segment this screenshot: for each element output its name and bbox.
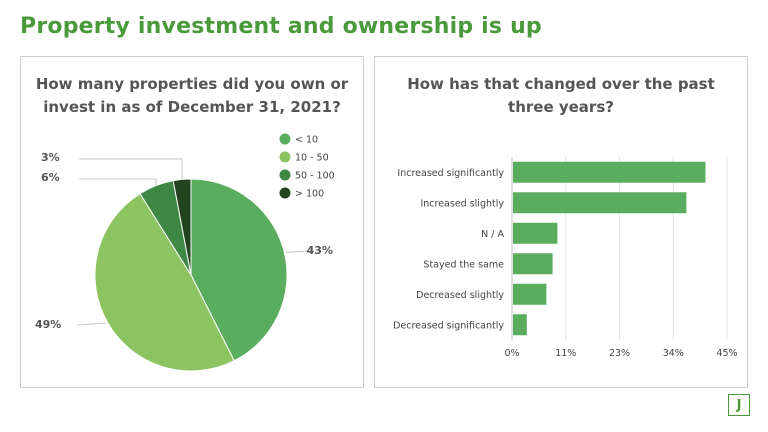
bar-chart-title: How has that changed over the past three…: [407, 75, 715, 116]
pie-data-label: 3%: [41, 151, 60, 164]
pie-slice: [190, 178, 288, 362]
legend-label: > 100: [295, 189, 324, 200]
pie-chart-panel: How many properties did you own or inves…: [20, 56, 364, 388]
y-category-label: Decreased slightly: [416, 290, 504, 301]
legend-label: 50 - 100: [295, 171, 335, 182]
x-tick-label: 11%: [555, 348, 576, 359]
pie-chart: 43% 49% 6% 3% < 10 10 - 50 50 - 100 > 100: [35, 133, 335, 372]
legend-label: 10 - 50: [295, 153, 329, 164]
pie-leader-line: [286, 250, 312, 253]
pie-slice: [94, 192, 235, 372]
bar: [513, 283, 547, 305]
bar-chart: 0% 11% 23% 34% 45% Increased significantly Inc…: [393, 157, 738, 359]
bar: [513, 192, 687, 214]
bar: [513, 253, 553, 275]
bar: [513, 161, 706, 183]
pie-data-label: 6%: [41, 171, 60, 184]
pie-data-label: 43%: [307, 244, 333, 257]
x-tick-label: 34%: [663, 348, 684, 359]
x-tick-label: 45%: [716, 348, 737, 359]
page-title: Property investment and ownership is up: [20, 14, 542, 39]
bar: [513, 222, 558, 244]
x-tick-label: 23%: [609, 348, 630, 359]
y-category-label: Increased slightly: [420, 198, 504, 209]
y-category-label: Increased significantly: [397, 168, 504, 179]
legend-swatch: [279, 187, 291, 199]
legend-label: < 10: [295, 135, 318, 146]
pie-leader-line: [79, 178, 157, 186]
bar-chart-panel: How has that changed over the past three…: [374, 56, 748, 388]
bar: [513, 314, 527, 336]
pie-leader-line: [76, 322, 106, 326]
brand-logo: J: [728, 394, 750, 416]
legend-swatch: [279, 169, 291, 181]
legend-swatch: [279, 151, 291, 163]
y-category-label: Decreased significantly: [393, 320, 504, 331]
legend-swatch: [279, 133, 291, 145]
pie-leader-line: [79, 158, 183, 180]
x-tick-label: 0%: [504, 348, 519, 359]
y-category-label: Stayed the same: [423, 259, 504, 270]
pie-data-label: 49%: [35, 318, 61, 331]
y-category-label: N / A: [481, 229, 504, 240]
pie-chart-title: How many properties did you own or inves…: [35, 75, 349, 116]
